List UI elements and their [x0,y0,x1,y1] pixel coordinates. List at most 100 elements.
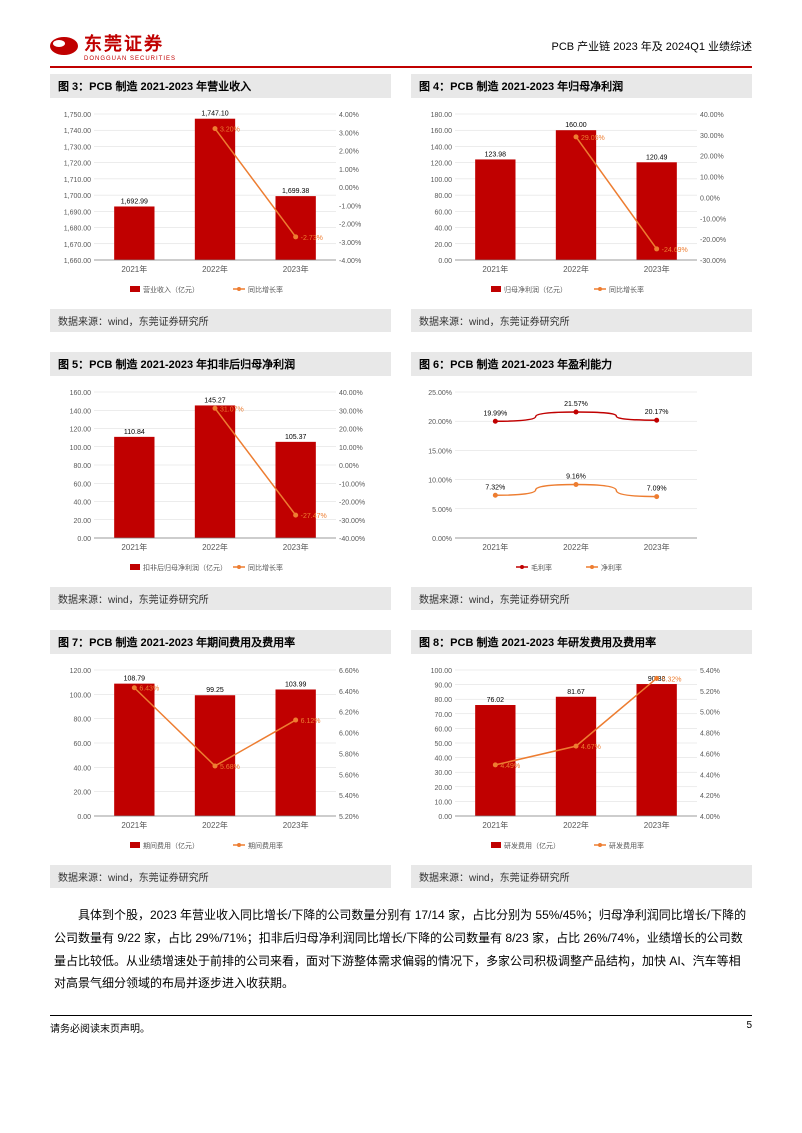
chart-svg: 0.0020.0040.0060.0080.00100.00120.00140.… [50,380,391,585]
svg-text:110.84: 110.84 [124,429,145,436]
svg-text:-20.00%: -20.00% [339,500,365,507]
svg-text:25.00%: 25.00% [428,390,452,397]
chart-source: 数据来源：wind，东莞证券研究所 [411,587,752,610]
svg-text:80.00: 80.00 [434,697,452,704]
chart-title: 图 3：PCB 制造 2021-2023 年营业收入 [50,74,391,98]
svg-text:2023年: 2023年 [283,264,309,274]
svg-text:30.00%: 30.00% [339,408,363,415]
svg-text:20.00: 20.00 [73,518,91,525]
svg-text:123.98: 123.98 [485,151,507,158]
svg-text:7.09%: 7.09% [647,486,667,493]
svg-text:6.20%: 6.20% [339,710,359,717]
chart-title: 图 7：PCB 制造 2021-2023 年期间费用及费用率 [50,630,391,654]
svg-text:100.00: 100.00 [431,177,453,184]
chart-title: 图 6：PCB 制造 2021-2023 年盈利能力 [411,352,752,376]
svg-text:60.00: 60.00 [73,481,91,488]
svg-text:60.00: 60.00 [73,741,91,748]
svg-text:120.00: 120.00 [70,427,92,434]
svg-text:研发费用（亿元）: 研发费用（亿元） [504,841,560,850]
body-paragraph: 具体到个股，2023 年营业收入同比增长/下降的公司数量分别有 17/14 家，… [50,904,752,995]
svg-text:1.00%: 1.00% [339,167,359,174]
svg-text:40.00: 40.00 [434,226,452,233]
svg-text:40.00: 40.00 [434,756,452,763]
svg-text:2021年: 2021年 [482,264,508,274]
svg-text:归母净利润（亿元）: 归母净利润（亿元） [504,285,567,294]
svg-text:2022年: 2022年 [563,542,589,552]
svg-text:2021年: 2021年 [121,820,147,830]
chart-cell-7: 图 7：PCB 制造 2021-2023 年期间费用及费用率0.0020.004… [50,630,391,888]
svg-text:81.67: 81.67 [567,689,585,696]
svg-text:19.99%: 19.99% [483,410,507,417]
svg-text:10.00: 10.00 [434,799,452,806]
svg-text:40.00: 40.00 [73,765,91,772]
page-footer: 请务必阅读末页声明。 5 [50,1015,752,1035]
svg-text:6.43%: 6.43% [139,686,159,693]
svg-text:-27.47%: -27.47% [301,513,327,520]
svg-text:29.05%: 29.05% [581,135,605,142]
svg-text:120.49: 120.49 [646,154,668,161]
svg-text:-2.73%: -2.73% [301,235,323,242]
svg-text:5.00%: 5.00% [432,507,452,514]
svg-text:100.00: 100.00 [70,445,92,452]
svg-text:4.67%: 4.67% [581,744,601,751]
svg-text:-10.00%: -10.00% [339,481,365,488]
svg-text:4.00%: 4.00% [339,112,359,119]
svg-text:2023年: 2023年 [283,542,309,552]
svg-text:2023年: 2023年 [283,820,309,830]
logo-icon [50,37,78,55]
svg-text:20.00%: 20.00% [339,427,363,434]
svg-text:3.00%: 3.00% [339,130,359,137]
svg-text:76.02: 76.02 [487,697,505,704]
svg-text:1,747.10: 1,747.10 [201,111,228,118]
svg-text:-4.00%: -4.00% [339,258,361,265]
svg-text:90.00: 90.00 [434,683,452,690]
svg-text:扣非后归母净利润（亿元）: 扣非后归母净利润（亿元） [143,563,227,572]
svg-text:-30.00%: -30.00% [339,518,365,525]
svg-text:140.00: 140.00 [70,408,92,415]
svg-text:6.00%: 6.00% [339,731,359,738]
svg-text:1,750.00: 1,750.00 [64,112,91,119]
svg-text:0.00: 0.00 [438,814,452,821]
svg-text:同比增长率: 同比增长率 [248,285,283,294]
footer-left: 请务必阅读末页声明。 [50,1020,150,1035]
svg-text:10.00%: 10.00% [339,445,363,452]
svg-text:10.00%: 10.00% [700,175,724,182]
svg-text:140.00: 140.00 [431,144,453,151]
svg-text:5.20%: 5.20% [700,689,720,696]
chart-svg: 0.0010.0020.0030.0040.0050.0060.0070.008… [411,658,752,863]
svg-text:1,670.00: 1,670.00 [64,242,91,249]
chart-cell-4: 图 4：PCB 制造 2021-2023 年归母净利润0.0020.0040.0… [411,74,752,332]
svg-text:5.00%: 5.00% [700,710,720,717]
svg-text:-2.00%: -2.00% [339,222,361,229]
svg-text:1,740.00: 1,740.00 [64,128,91,135]
svg-text:103.99: 103.99 [285,681,307,688]
svg-text:4.00%: 4.00% [700,814,720,821]
svg-text:1,680.00: 1,680.00 [64,226,91,233]
svg-text:2.00%: 2.00% [339,149,359,156]
svg-text:5.80%: 5.80% [339,751,359,758]
svg-text:15.00%: 15.00% [428,448,452,455]
svg-text:120.00: 120.00 [70,668,92,675]
svg-text:20.00: 20.00 [434,242,452,249]
svg-text:40.00%: 40.00% [339,390,363,397]
svg-text:2022年: 2022年 [202,820,228,830]
svg-text:0.00: 0.00 [77,814,91,821]
svg-text:1,690.00: 1,690.00 [64,209,91,216]
chart-svg: 1,660.001,670.001,680.001,690.001,700.00… [50,102,391,307]
chart-svg: 0.0020.0040.0060.0080.00100.00120.00140.… [411,102,752,307]
svg-text:-30.00%: -30.00% [700,258,726,265]
svg-text:-20.00%: -20.00% [700,237,726,244]
svg-text:0.00: 0.00 [438,258,452,265]
svg-text:160.00: 160.00 [70,390,92,397]
svg-text:-10.00%: -10.00% [700,216,726,223]
svg-text:4.80%: 4.80% [700,731,720,738]
svg-text:5.60%: 5.60% [339,772,359,779]
svg-text:0.00: 0.00 [77,536,91,543]
chart-cell-6: 图 6：PCB 制造 2021-2023 年盈利能力0.00%5.00%10.0… [411,352,752,610]
svg-text:-40.00%: -40.00% [339,536,365,543]
logo-subtext: DONGGUAN SECURITIES [84,56,176,62]
svg-text:145.27: 145.27 [204,397,226,404]
svg-text:100.00: 100.00 [431,668,453,675]
svg-text:1,710.00: 1,710.00 [64,177,91,184]
svg-text:4.40%: 4.40% [700,772,720,779]
